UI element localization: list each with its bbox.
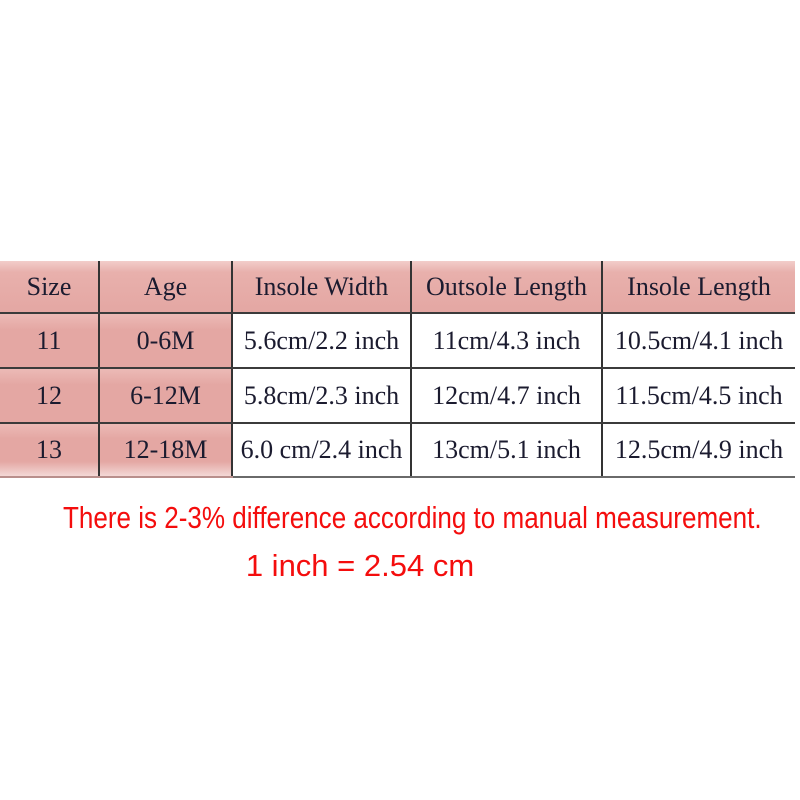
table-row-size-12: 12 6-12M 5.8cm/2.3 inch 12cm/4.7 inch 11… [0, 368, 795, 424]
cell-insole-width: 5.6cm/2.2 inch [232, 313, 412, 369]
cell-insole-length: 10.5cm/4.1 inch [602, 313, 795, 369]
cell-insole-length: 12.5cm/4.9 inch [602, 423, 795, 478]
cell-outsole-length: 12cm/4.7 inch [411, 368, 603, 424]
col-header-insole-width: Insole Width [232, 261, 412, 314]
cell-age: 6-12M [99, 368, 233, 424]
cell-size: 12 [0, 368, 100, 424]
col-header-age: Age [99, 261, 233, 314]
note-measurement-tolerance: There is 2-3% difference according to ma… [62, 500, 762, 535]
cell-outsole-length: 13cm/5.1 inch [411, 423, 603, 478]
cell-insole-width: 5.8cm/2.3 inch [232, 368, 412, 424]
cell-age: 12-18M [99, 423, 233, 478]
col-header-outsole-length: Outsole Length [411, 261, 603, 314]
size-chart-table: Size Age Insole Width Outsole Length Ins… [0, 261, 795, 478]
cell-outsole-length: 11cm/4.3 inch [411, 313, 603, 369]
table-row-size-13: 13 12-18M 6.0 cm/2.4 inch 13cm/5.1 inch … [0, 423, 795, 478]
cell-age: 0-6M [99, 313, 233, 369]
cell-size: 11 [0, 313, 100, 369]
note-inch-cm-conversion: 1 inch = 2.54 cm [245, 548, 475, 583]
cell-size: 13 [0, 423, 100, 478]
cell-insole-width: 6.0 cm/2.4 inch [232, 423, 412, 478]
cell-insole-length: 11.5cm/4.5 inch [602, 368, 795, 424]
col-header-size: Size [0, 261, 100, 314]
table-row-size-11: 11 0-6M 5.6cm/2.2 inch 11cm/4.3 inch 10.… [0, 313, 795, 369]
table-header-row: Size Age Insole Width Outsole Length Ins… [0, 261, 795, 314]
col-header-insole-length: Insole Length [602, 261, 795, 314]
